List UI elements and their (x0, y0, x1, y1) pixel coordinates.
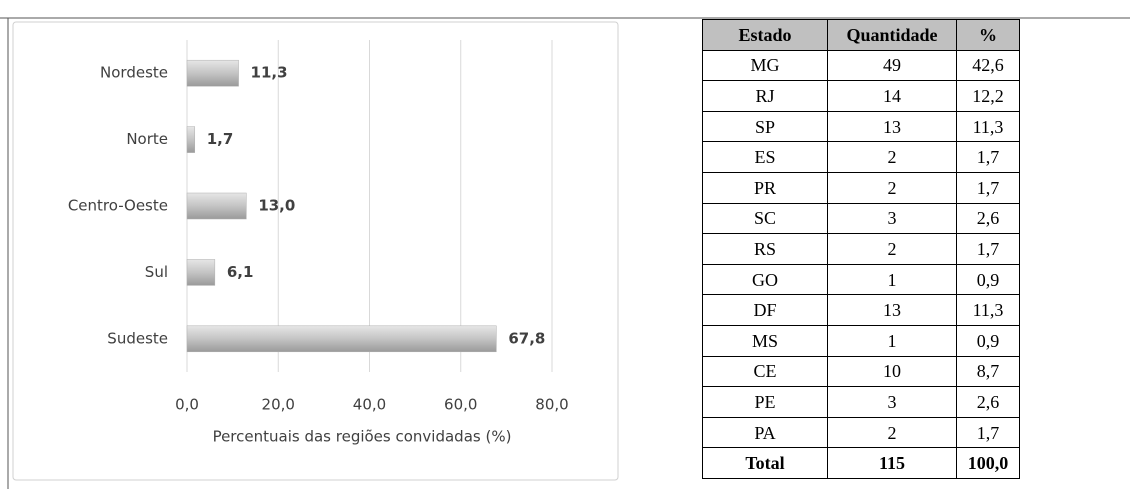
cell: 1,7 (956, 171, 1020, 204)
value-label: 11,3 (251, 64, 288, 82)
row: SC 3 2,6 (702, 202, 1020, 235)
cell: MS (702, 324, 828, 357)
row: DF 13 11,3 (702, 294, 1020, 326)
header-cell: Quantidade (827, 19, 957, 51)
cell: RJ (702, 80, 828, 112)
header-cell: % (956, 19, 1020, 51)
row: MS 1 0,9 (702, 324, 1020, 357)
y-tick-label: Nordeste (100, 64, 168, 82)
cell: 8,7 (956, 355, 1020, 388)
cell: RS (702, 233, 828, 265)
cell: GO (702, 263, 828, 296)
cell: 2,6 (956, 202, 1020, 235)
row: RS 2 1,7 (702, 233, 1020, 265)
cell: MG (702, 49, 828, 82)
cell: 2 (827, 171, 957, 204)
x-tick-label: 20,0 (262, 396, 295, 414)
bar (186, 259, 216, 286)
total-cell: Total (702, 447, 828, 479)
cell: 0,9 (956, 324, 1020, 357)
cell: 1,7 (956, 233, 1020, 265)
cell: 13 (827, 110, 957, 143)
cell: PR (702, 171, 828, 204)
cell: 2,6 (956, 386, 1020, 418)
table-body: MG 49 42,6 RJ 14 12,2 SP 13 11,3 ES 2 1,7 PR 2 1,7 SC 3 2… (702, 49, 1020, 479)
row: CE 10 8,7 (702, 355, 1020, 388)
bar (186, 126, 196, 153)
cell: 11,3 (956, 110, 1020, 143)
cell: 49 (827, 49, 957, 82)
x-tick-label: 60,0 (444, 396, 477, 414)
value-label: 6,1 (227, 263, 254, 281)
y-tick-label: Sul (145, 263, 168, 281)
bar (186, 59, 239, 87)
cell: SC (702, 202, 828, 235)
y-tick-label: Sudeste (107, 329, 168, 347)
chart-border (12, 21, 619, 481)
cell: PA (702, 416, 828, 449)
value-label: 1,7 (207, 130, 234, 148)
cell: ES (702, 141, 828, 173)
row: RJ 14 12,2 (702, 80, 1020, 112)
row: PE 3 2,6 (702, 386, 1020, 418)
cell: 3 (827, 202, 957, 235)
x-axis-label: Percentuais das regiões convidadas (%) (213, 428, 512, 446)
cell: 10 (827, 355, 957, 388)
bar (186, 192, 247, 220)
y-tick-label: Norte (126, 130, 168, 148)
bar (186, 325, 497, 353)
row: GO 1 0,9 (702, 263, 1020, 296)
cell: 12,2 (956, 80, 1020, 112)
total-row: Total 115 100,0 (702, 447, 1020, 479)
cell: PE (702, 386, 828, 418)
cell: 1 (827, 324, 957, 357)
cell: 2 (827, 416, 957, 449)
cell: 11,3 (956, 294, 1020, 326)
x-tick-label: 0,0 (175, 396, 199, 414)
row: MG 49 42,6 (702, 49, 1020, 82)
row: PR 2 1,7 (702, 171, 1020, 204)
cell: 13 (827, 294, 957, 326)
cell: DF (702, 294, 828, 326)
value-label: 13,0 (258, 197, 295, 215)
cell: 2 (827, 233, 957, 265)
cell: 14 (827, 80, 957, 112)
y-tick-label: Centro-Oeste (68, 197, 168, 215)
value-label: 67,8 (508, 329, 545, 347)
row: PA 2 1,7 (702, 416, 1020, 449)
table: Estado Quantidade% MG 49 42,6 RJ 14 12,2 SP 13 11… (702, 19, 1020, 479)
cell: 1,7 (956, 416, 1020, 449)
total-cell: 115 (827, 447, 957, 479)
cell: 1,7 (956, 141, 1020, 173)
x-tick-label: 80,0 (535, 396, 568, 414)
header-row: Estado Quantidade% (702, 19, 1020, 51)
x-tick-label: 40,0 (353, 396, 386, 414)
cell: 0,9 (956, 263, 1020, 296)
cell: SP (702, 110, 828, 143)
cell: CE (702, 355, 828, 388)
row: SP 13 11,3 (702, 110, 1020, 143)
cell: 3 (827, 386, 957, 418)
header-cell: Estado (702, 19, 828, 51)
cell: 1 (827, 263, 957, 296)
row: ES 2 1,7 (702, 141, 1020, 173)
total-cell: 100,0 (956, 447, 1020, 479)
cell: 42,6 (956, 49, 1020, 82)
cell: 2 (827, 141, 957, 173)
